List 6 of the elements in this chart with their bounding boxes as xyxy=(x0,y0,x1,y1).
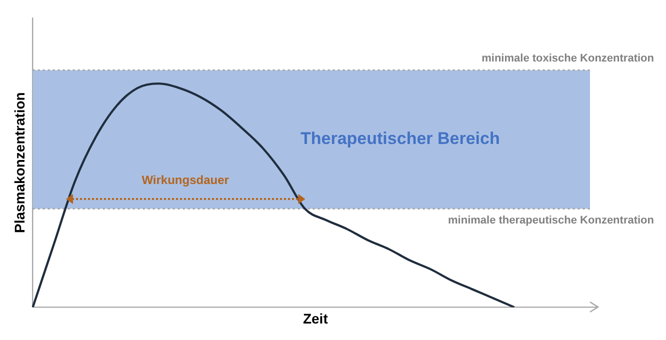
annotation: Wirkungsdauer xyxy=(142,172,229,187)
y-axis-title: Plasmakonzentration xyxy=(11,92,28,234)
x-axis-title: Zeit xyxy=(302,310,328,326)
ref-line-label: minimale toxische Konzentration xyxy=(482,52,654,65)
band-label: Therapeutischer Bereich xyxy=(300,129,500,148)
ref-line-label: minimale therapeutische Konzentration xyxy=(448,214,654,226)
